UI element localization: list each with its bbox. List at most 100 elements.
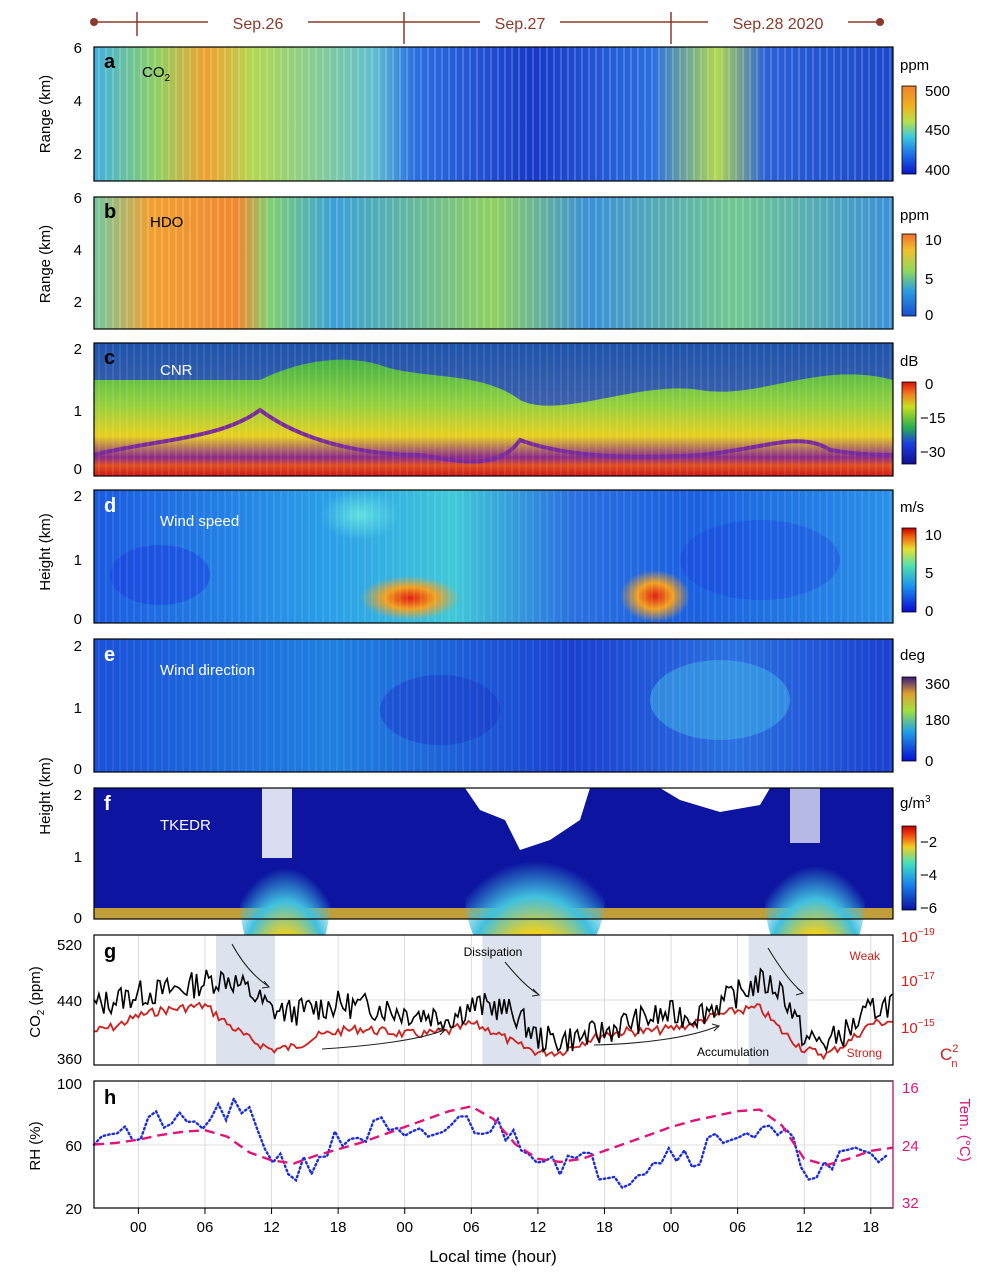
panel-g-right-label: C2 n [940, 1043, 958, 1070]
panel-a-ytick: 2 [74, 146, 82, 163]
panel-e-ytick: 2 [74, 638, 82, 655]
panel-d-colorbar-tick: 5 [925, 565, 933, 582]
panel-b-colorbar-tick: 10 [925, 232, 942, 249]
panel-c-colorbar-unit: dB [900, 353, 918, 370]
date-label-sep27: Sep.27 [495, 16, 546, 33]
arrow-dissipation-1 [231, 943, 269, 987]
temperature-line [93, 1105, 894, 1167]
x-axis-label: Local time (hour) [429, 1247, 557, 1266]
arrow-accumulation-2 [593, 1025, 719, 1046]
panel-b-colorbar-tick: 5 [925, 271, 933, 288]
panel-d: d Wind speed Height (km) 0 1 2 m/s 10 5 … [37, 488, 942, 628]
panel-h-ytick: 100 [57, 1076, 82, 1093]
panel-g-weak-label: Weak [850, 949, 881, 963]
co2-line [93, 967, 893, 1054]
panel-b-ylabel: Range (km) [37, 225, 54, 303]
panel-e-letter: e [104, 644, 115, 666]
x-axis: 00 06 12 18 00 06 12 18 00 06 12 18 [130, 1208, 879, 1236]
date-label-sep28: Sep.28 2020 [733, 16, 824, 33]
panel-a-colorbar-tick: 400 [925, 162, 950, 179]
panel-f-colorbar-tick: −4 [920, 867, 937, 884]
date-label-sep26: Sep.26 [233, 16, 284, 33]
panel-c-ytick: 1 [74, 403, 82, 420]
arrowhead [261, 980, 271, 989]
panel-h-right-label: Tem. (°C) [956, 1098, 973, 1162]
panel-h-series [92, 1095, 894, 1190]
panel-d-ytick: 2 [74, 488, 82, 505]
panel-e-colorbar-tick: 180 [925, 712, 950, 729]
panel-a-colorbar-tick: 500 [925, 83, 950, 100]
panel-e-colorbar-unit: deg [900, 647, 925, 664]
panel-f-ytick: 2 [74, 787, 82, 804]
panel-c-colorbar-tick: 0 [925, 376, 933, 393]
panel-a: a CO2 Range (km) 2 4 6 ppm 500 450 400 [37, 40, 950, 182]
panel-f-ytick: 0 [74, 910, 82, 927]
shaded-band [216, 935, 275, 1065]
panel-c-title: CNR [160, 362, 193, 379]
panel-c-ytick: 2 [74, 341, 82, 358]
panel-g-annotation-accumulation: Accumulation [697, 1045, 769, 1059]
panel-h-grid [94, 1081, 893, 1208]
panel-b-colorbar-unit: ppm [900, 207, 929, 224]
panel-f-ylabel: Height (km) [37, 757, 54, 835]
panel-g-shading [216, 935, 808, 1065]
arrowhead [711, 1023, 721, 1032]
panel-d-colorbar-unit: m/s [900, 499, 924, 516]
panel-g-right-tick: 10−15 [901, 1018, 935, 1037]
panel-f-ytick: 1 [74, 849, 82, 866]
shaded-band [748, 935, 808, 1065]
arrow-dissipation-2 [504, 961, 539, 995]
panel-c-letter: c [104, 347, 115, 369]
panel-b-ytick: 6 [74, 190, 82, 207]
panel-h-right-tick: 16 [902, 1080, 919, 1097]
panel-h-ytick: 20 [65, 1201, 82, 1218]
x-tick-label: 12 [263, 1219, 280, 1236]
panel-g-ytick: 520 [57, 937, 82, 954]
panel-e-ytick: 0 [74, 761, 82, 778]
panel-d-colorbar [901, 527, 917, 613]
panel-h-right-tick: 24 [902, 1138, 919, 1155]
date-header-start-dot [90, 18, 98, 26]
panel-a-ytick: 6 [74, 40, 82, 57]
x-tick-label: 18 [862, 1219, 879, 1236]
cn2-line [94, 1001, 894, 1061]
arrow-accumulation-1 [321, 1029, 445, 1050]
panel-g-ylabel: CO2 (ppm) [27, 966, 47, 1037]
panel-h-plot-area [94, 1081, 893, 1208]
panel-e-colorbar-tick: 0 [925, 753, 933, 770]
panel-g-strong-label: Strong [847, 1046, 882, 1060]
panel-e-ytick: 1 [74, 700, 82, 717]
panel-a-ylabel: Range (km) [37, 75, 54, 153]
x-tick-label: 00 [396, 1219, 413, 1236]
x-tick-label: 18 [330, 1219, 347, 1236]
panel-f-title: TKEDR [160, 817, 211, 834]
panel-e: e Wind direction 0 1 2 deg 360 180 0 [74, 638, 950, 778]
panel-c-ytick: 0 [74, 461, 82, 478]
panel-a-letter: a [104, 51, 116, 73]
panel-g-annotation-dissipation: Dissipation [464, 945, 523, 959]
panel-d-colorbar-tick: 10 [925, 527, 942, 544]
panel-g-right-tick: 10−19 [901, 927, 935, 946]
panel-b-ytick: 4 [74, 242, 82, 259]
panel-d-ytick: 1 [74, 552, 82, 569]
panel-g-right-tick: 10−17 [901, 971, 935, 990]
panel-f-colorbar-tick: −6 [920, 900, 937, 917]
panel-b-ytick: 2 [74, 294, 82, 311]
panel-g-ytick: 360 [57, 1051, 82, 1068]
panel-h-right-tick: 32 [902, 1195, 919, 1212]
panel-b-colorbar [901, 233, 917, 317]
panel-f-colorbar [901, 825, 917, 911]
panel-g: g CO2 (ppm) 520 440 360 10−19 10−17 10−1… [27, 927, 958, 1070]
panel-e-colorbar [901, 676, 917, 762]
panel-b-colorbar-tick: 0 [925, 307, 933, 324]
x-tick-label: 06 [729, 1219, 746, 1236]
panel-a-colorbar-unit: ppm [900, 57, 929, 74]
x-tick-label: 12 [796, 1219, 813, 1236]
panel-h-ylabel: RH (%) [27, 1121, 44, 1170]
panel-d-ytick: 0 [74, 611, 82, 628]
panel-h: h RH (%) 100 60 20 16 24 32 Tem. (°C) [27, 1076, 973, 1218]
panel-a-ytick: 4 [74, 93, 82, 110]
panel-c-colorbar-tick: −30 [920, 444, 945, 461]
panel-d-ylabel: Height (km) [37, 513, 54, 591]
